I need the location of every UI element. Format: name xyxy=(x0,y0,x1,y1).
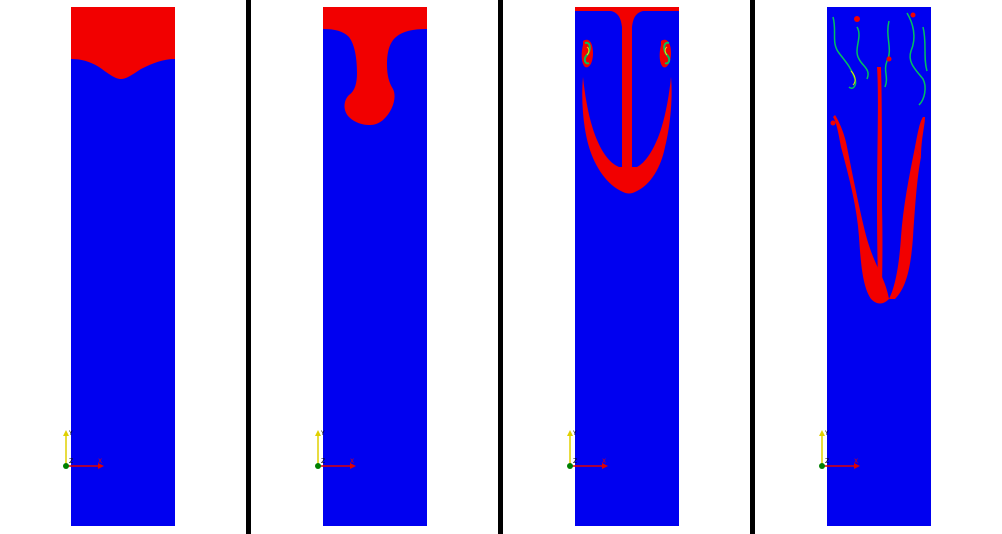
y-axis-label: Y xyxy=(572,430,577,437)
frame-3: Y X Z xyxy=(504,0,754,534)
simulation-domain-3 xyxy=(575,7,679,526)
axis-triad: Y X Z xyxy=(816,428,862,472)
x-axis-arrowhead xyxy=(854,463,860,469)
mixing-interface-warm-left xyxy=(586,46,590,56)
x-axis-label: X xyxy=(350,458,354,465)
heavy-fluid-droplet xyxy=(886,56,892,62)
z-axis-dot xyxy=(63,463,69,469)
mixing-interface-warm-spot xyxy=(850,70,856,86)
frame-divider-1 xyxy=(246,0,251,534)
y-axis-arrowhead xyxy=(567,430,573,436)
z-axis-dot xyxy=(567,463,573,469)
axis-triad: Y X Z xyxy=(312,428,358,472)
mixing-interface-warm-right xyxy=(664,46,668,56)
mixing-filament-center-left xyxy=(856,26,869,80)
y-axis-arrowhead xyxy=(63,430,69,436)
z-axis-dot xyxy=(315,463,321,469)
z-axis-label: Z xyxy=(321,458,325,465)
frame-4: Y X Z xyxy=(756,0,1002,534)
z-axis-label: Z xyxy=(69,458,73,465)
heavy-fluid-spike xyxy=(611,11,643,167)
frame-divider-2 xyxy=(498,0,503,534)
frame-1: Y X Z xyxy=(0,0,250,534)
y-axis-label: Y xyxy=(824,430,829,437)
heavy-fluid-left-lobe xyxy=(841,147,889,304)
heavy-fluid-right-tendril xyxy=(915,117,925,157)
axis-triad: Y X Z xyxy=(60,428,106,472)
z-axis-label: Z xyxy=(825,458,829,465)
frame-divider-3 xyxy=(750,0,755,534)
heavy-fluid-region xyxy=(71,7,175,79)
mixing-filament-center-right xyxy=(884,20,891,88)
heavy-fluid-region xyxy=(323,7,427,125)
heavy-fluid-top-layer xyxy=(575,7,679,11)
z-axis-dot xyxy=(819,463,825,469)
simulation-domain-1 xyxy=(71,7,175,526)
x-axis-arrowhead xyxy=(602,463,608,469)
heavy-fluid-central-filament xyxy=(877,67,883,292)
x-axis-arrowhead xyxy=(98,463,104,469)
light-fluid-region xyxy=(71,7,175,526)
heavy-fluid-right-lobe xyxy=(889,147,921,299)
y-axis-arrowhead xyxy=(315,430,321,436)
axis-triad: Y X Z xyxy=(564,428,610,472)
frame-2: Y X Z xyxy=(252,0,502,534)
z-axis-label: Z xyxy=(573,458,577,465)
mixing-filament-right xyxy=(906,12,926,106)
y-axis-label: Y xyxy=(68,430,73,437)
mixing-filament-right-outer xyxy=(922,26,928,72)
y-axis-label: Y xyxy=(320,430,325,437)
heavy-fluid-droplet xyxy=(830,120,836,126)
x-axis-label: X xyxy=(854,458,858,465)
x-axis-label: X xyxy=(98,458,102,465)
heavy-fluid-left-tendril xyxy=(833,115,847,147)
simulation-domain-4 xyxy=(827,7,931,526)
x-axis-label: X xyxy=(602,458,606,465)
y-axis-arrowhead xyxy=(819,430,825,436)
x-axis-arrowhead xyxy=(350,463,356,469)
heavy-fluid-mushroom-cap xyxy=(582,77,672,194)
heavy-fluid-droplet xyxy=(854,16,860,22)
heavy-fluid-droplet xyxy=(910,12,916,18)
mixing-filament-left xyxy=(832,16,857,90)
simulation-domain-2 xyxy=(323,7,427,526)
